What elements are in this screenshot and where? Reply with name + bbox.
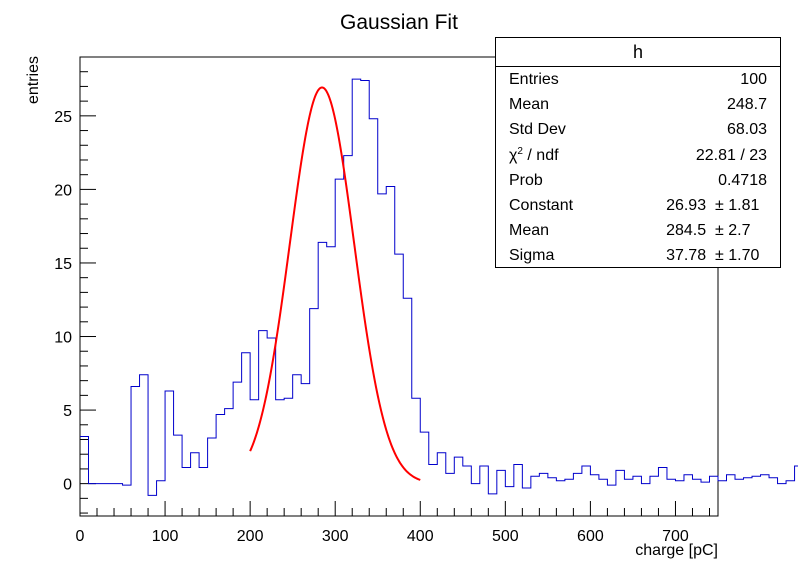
y-tick-label: 15 [54,256,72,273]
stats-key: Constant [509,196,574,214]
stats-row: χ2 / ndf 22.81 / 23 [496,143,780,168]
x-tick-label: 500 [492,528,519,545]
stats-key: Sigma [509,247,555,265]
y-tick-label: 0 [63,477,72,494]
stats-value: 100 [740,71,767,88]
stats-error: ± 1.70 [715,247,760,265]
stats-value: 0.4718 [718,171,767,189]
y-axis-label: entries [25,56,42,104]
fit-curve [249,86,421,481]
stats-value: 37.78 ± 1.70 [666,243,767,268]
x-tick-label: 100 [152,528,179,545]
x-tick-label: 0 [76,528,85,545]
x-tick-label: 700 [662,528,689,545]
chart-title: Gaussian Fit [340,11,458,34]
stats-row: Prob 0.4718 [496,168,780,193]
stats-row: Constant 26.93 ± 1.81 [496,193,780,218]
stats-row: Mean 248.7 [496,92,780,117]
y-tick-label: 25 [54,109,72,126]
histogram-steps [80,78,798,496]
x-tick-label: 200 [237,528,264,545]
stats-error: ± 1.81 [715,196,760,214]
x-tick-label: 400 [407,528,434,545]
y-tick-label: 20 [54,182,72,199]
y-tick-label: 10 [54,330,72,347]
stats-title: h [496,38,780,67]
stats-value: 26.93 ± 1.81 [666,193,767,218]
stats-key: Entries [509,71,559,88]
stats-row: Sigma 37.78 ± 1.70 [496,243,780,268]
axes: 0 100 200 300 400 500 600 700 0 5 10 15 20 25 [54,56,719,545]
stats-value: 22.81 / 23 [695,146,767,164]
stats-key: χ2 / ndf [509,145,559,164]
stats-rows: Entries 100 Mean 248.7 Std Dev 68.03 χ2 / ndf 2… [496,67,780,269]
stats-error: ± 2.7 [715,222,751,240]
stats-key: Mean [509,96,550,114]
plot-frame [79,56,719,517]
x-tick-label: 300 [322,528,349,545]
histogram-series [80,78,798,496]
y-tick-label: 5 [63,403,72,420]
stats-key: Std Dev [509,121,566,139]
stats-key: Mean [509,222,550,240]
stats-row: Std Dev 68.03 [496,117,780,142]
gaussian-fit-line [249,86,421,481]
stats-value: 68.03 [726,121,767,139]
stats-key: Prob [509,171,543,189]
x-axis-label: charge [pC] [635,542,718,559]
x-tick-label: 600 [577,528,604,545]
stats-row: Mean 284.5 ± 2.7 [496,218,780,243]
stats-value: 284.5 ± 2.7 [666,218,767,243]
stats-row: Entries 100 [496,67,780,92]
stats-value: 248.7 [726,96,767,114]
stats-box: h Entries 100 Mean 248.7 Std Dev 68.03 χ2 / nd… [495,37,781,268]
